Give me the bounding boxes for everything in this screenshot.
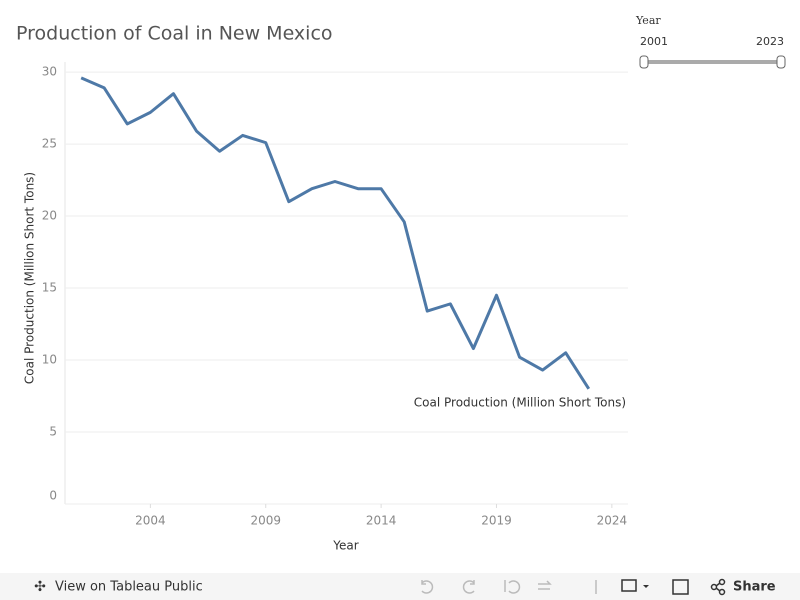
x-tick-label: 2014 bbox=[366, 514, 397, 528]
tableau-icon[interactable]: ✣ bbox=[34, 579, 46, 595]
y-tick-label: 20 bbox=[42, 209, 57, 223]
share-icon[interactable] bbox=[710, 578, 726, 596]
y-tick-label: 10 bbox=[42, 353, 57, 367]
revert[interactable] bbox=[504, 580, 521, 594]
download[interactable] bbox=[621, 579, 637, 592]
view-link[interactable]: View on Tableau Public bbox=[55, 580, 203, 595]
series-label: Coal Production (Million Short Tons) bbox=[414, 395, 626, 409]
x-tick-label: 2019 bbox=[481, 514, 512, 528]
refresh[interactable] bbox=[538, 580, 552, 590]
x-tick-label: 2009 bbox=[250, 514, 281, 528]
data-line bbox=[80, 76, 591, 390]
fullscreen[interactable] bbox=[672, 579, 689, 595]
y-axis-label: Coal Production (Million Short Tons) bbox=[23, 172, 37, 384]
download-menu[interactable] bbox=[643, 585, 649, 588]
filter-min: 2001 bbox=[640, 35, 668, 48]
chart-title: Production of Coal in New Mexico bbox=[16, 23, 333, 45]
slider-handle-max[interactable] bbox=[776, 55, 786, 69]
y-tick-label: 30 bbox=[42, 65, 57, 79]
share-button[interactable]: Share bbox=[733, 580, 776, 595]
filter-label: Year bbox=[635, 14, 661, 27]
y-tick-label: 15 bbox=[42, 281, 57, 295]
y-tick-label: 0 bbox=[49, 489, 57, 503]
toolbar bbox=[0, 573, 800, 600]
toolbar-controls bbox=[421, 580, 597, 594]
x-tick-label: 2024 bbox=[597, 514, 628, 528]
redo[interactable] bbox=[462, 580, 475, 594]
x-axis-label: Year bbox=[332, 539, 358, 553]
y-tick-label: 25 bbox=[42, 137, 57, 151]
slider-handle-min[interactable] bbox=[639, 55, 649, 69]
filter-max: 2023 bbox=[756, 35, 784, 48]
y-tick-label: 5 bbox=[49, 425, 57, 439]
undo[interactable] bbox=[421, 580, 434, 594]
x-tick-label: 2004 bbox=[135, 514, 166, 528]
